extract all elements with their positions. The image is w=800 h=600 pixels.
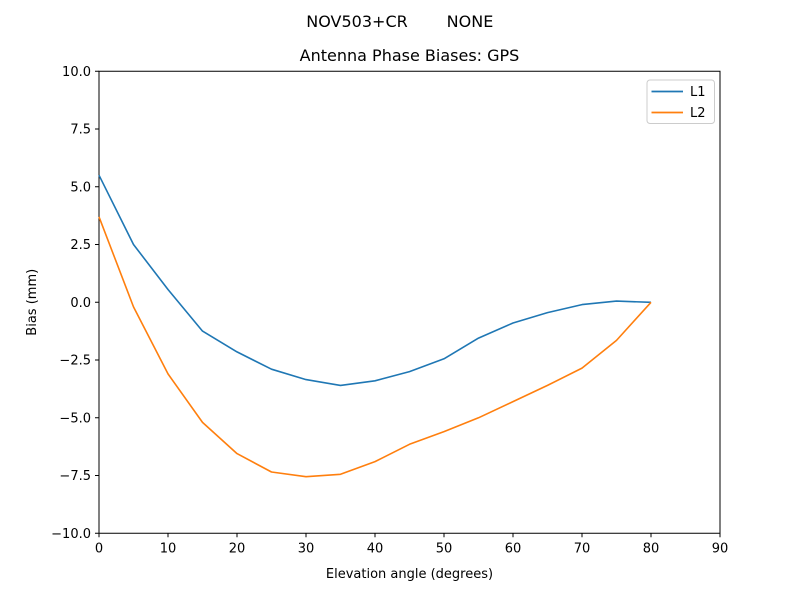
series-line-L1 (98, 174, 652, 387)
y-tick-label: 0.0 (70, 296, 91, 311)
legend-label-l1: L1 (690, 85, 706, 100)
x-tick-label: 10 (160, 541, 177, 556)
x-tick-label: 60 (505, 541, 522, 556)
legend-label-l2: L2 (690, 106, 706, 121)
series-line-L2 (98, 216, 652, 478)
y-axis-ticks: 10.0 7.5 5.0 2.5 0.0 −2.5 −5.0 −7.5 −10.0 (51, 65, 99, 542)
y-tick-label: −5.0 (59, 411, 91, 426)
x-tick-label: 50 (436, 541, 453, 556)
figure-suptitle-right: NONE (447, 12, 494, 31)
y-tick-label: −10.0 (51, 527, 91, 542)
y-tick-label: 10.0 (62, 65, 91, 80)
x-tick-label: 20 (229, 541, 246, 556)
y-tick-label: 2.5 (70, 238, 91, 253)
x-axis-label: Elevation angle (degrees) (326, 567, 493, 582)
y-tick-label: 7.5 (70, 123, 91, 138)
y-tick-label: −2.5 (59, 354, 91, 369)
figure-suptitle-left: NOV503+CR (306, 12, 407, 31)
y-tick-label: 5.0 (70, 180, 91, 195)
x-tick-label: 0 (95, 541, 103, 556)
x-tick-label: 40 (367, 541, 384, 556)
y-axis-label: Bias (mm) (25, 269, 40, 336)
y-tick-label: −7.5 (59, 469, 91, 484)
x-tick-label: 30 (298, 541, 315, 556)
chart-title: Antenna Phase Biases: GPS (300, 46, 520, 65)
legend: L1 L2 (646, 79, 715, 124)
x-tick-label: 90 (712, 541, 729, 556)
series-lines (98, 174, 652, 478)
x-axis-ticks: 0 10 20 30 40 50 60 70 80 90 (95, 533, 728, 556)
x-tick-label: 70 (574, 541, 591, 556)
x-tick-label: 80 (643, 541, 660, 556)
